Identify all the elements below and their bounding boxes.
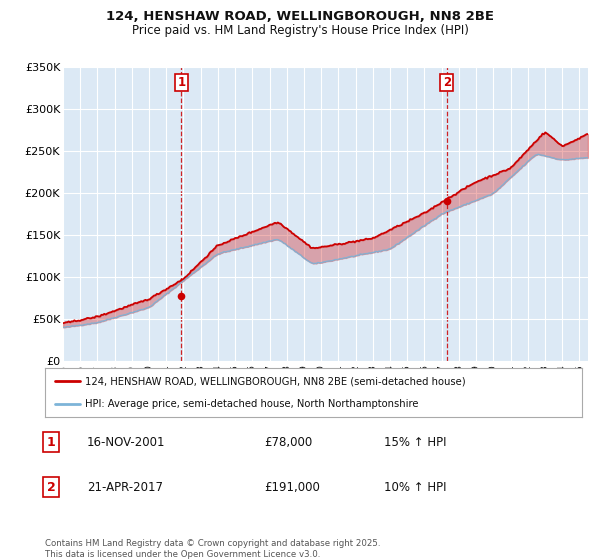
Text: 16-NOV-2001: 16-NOV-2001 xyxy=(87,436,166,449)
Text: HPI: Average price, semi-detached house, North Northamptonshire: HPI: Average price, semi-detached house,… xyxy=(85,399,419,409)
Text: 124, HENSHAW ROAD, WELLINGBOROUGH, NN8 2BE (semi-detached house): 124, HENSHAW ROAD, WELLINGBOROUGH, NN8 2… xyxy=(85,376,466,386)
Text: 1: 1 xyxy=(47,436,55,449)
Text: 124, HENSHAW ROAD, WELLINGBOROUGH, NN8 2BE: 124, HENSHAW ROAD, WELLINGBOROUGH, NN8 2… xyxy=(106,10,494,23)
Text: £191,000: £191,000 xyxy=(264,480,320,494)
Text: 15% ↑ HPI: 15% ↑ HPI xyxy=(384,436,446,449)
Text: 10% ↑ HPI: 10% ↑ HPI xyxy=(384,480,446,494)
Text: Contains HM Land Registry data © Crown copyright and database right 2025.
This d: Contains HM Land Registry data © Crown c… xyxy=(45,539,380,559)
Text: 21-APR-2017: 21-APR-2017 xyxy=(87,480,163,494)
Text: Price paid vs. HM Land Registry's House Price Index (HPI): Price paid vs. HM Land Registry's House … xyxy=(131,24,469,36)
Text: 2: 2 xyxy=(47,480,55,494)
Text: £78,000: £78,000 xyxy=(264,436,312,449)
Text: 2: 2 xyxy=(443,76,451,89)
Text: 1: 1 xyxy=(177,76,185,89)
